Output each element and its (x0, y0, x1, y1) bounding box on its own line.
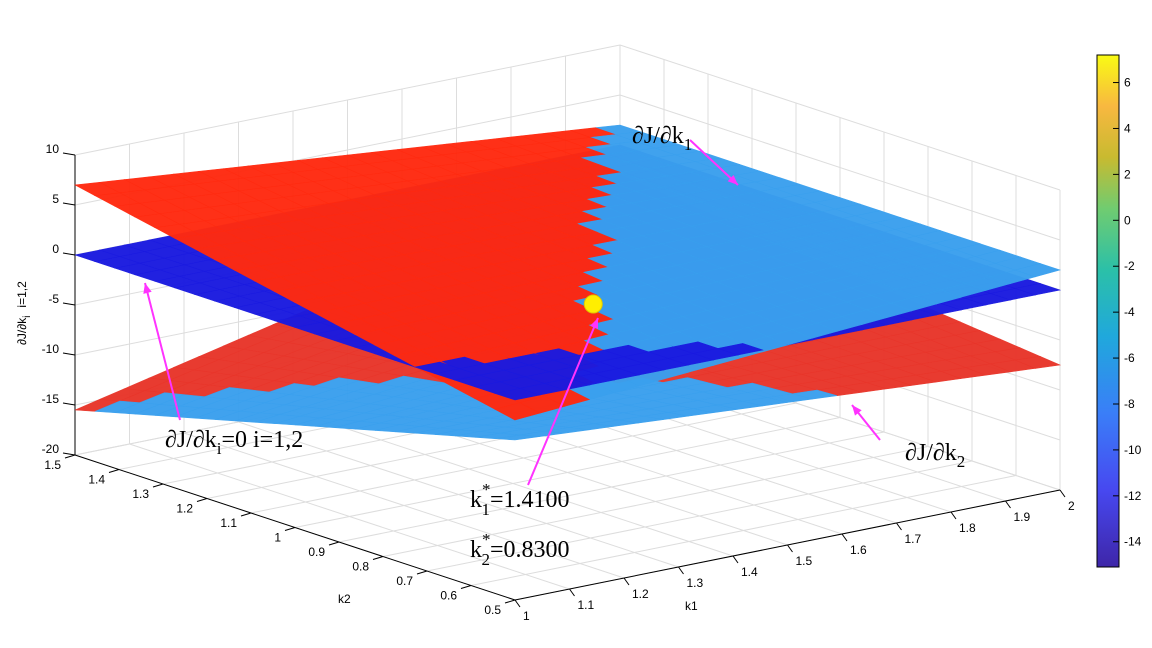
z-tick (62, 302, 76, 306)
y-tick (196, 498, 208, 502)
x-tick (787, 544, 793, 553)
x-tick (569, 588, 575, 597)
y-tick-label: 1.5 (44, 458, 61, 472)
x-tick (1059, 489, 1066, 498)
x-tick-label: 1.5 (796, 554, 813, 568)
y-tick (108, 469, 120, 473)
colorbar-tick-label: 4 (1124, 121, 1131, 135)
x-tick (678, 566, 684, 575)
x-tick-label: 1.2 (632, 587, 649, 601)
x-tick (514, 599, 521, 608)
y-tick-label: 1 (274, 531, 281, 545)
y-tick (504, 599, 516, 604)
x-tick (950, 511, 957, 520)
y-tick (460, 585, 472, 589)
annotation-arrows (143, 139, 881, 486)
colorbar (1096, 54, 1120, 568)
surface-dJdk1-patch (494, 402, 541, 421)
y-tick-label: 1.3 (132, 487, 149, 501)
x-tick (841, 533, 848, 542)
x-tick (896, 522, 902, 531)
surface-zero-plane-patch (493, 388, 541, 401)
z-tick-label: 5 (52, 192, 59, 206)
colorbar-tick-label: -12 (1124, 489, 1142, 503)
y-tick-label: 1.4 (88, 473, 105, 487)
x-tick-label: 1 (523, 609, 530, 623)
x-tick-label: 1.6 (850, 543, 867, 557)
annotation-dJdk2: ∂J/∂k2 (905, 440, 965, 471)
colorbar-tick-label: -10 (1124, 443, 1142, 457)
arrow-line (689, 139, 739, 186)
colorbar-ticks: -14 -12 -10 -8 -6 -4 -2 0 2 4 6 (1113, 76, 1142, 549)
y-tick-label: 0.8 (352, 560, 369, 574)
colorbar-tick-label: -14 (1124, 535, 1142, 549)
y-tick-label: 0.6 (440, 589, 457, 603)
x-tick-label: 1.8 (959, 521, 976, 535)
y-tick-label: 1.1 (220, 516, 237, 530)
surface-dJdk2-patch (494, 434, 540, 441)
y-tick-label: 1.2 (176, 502, 193, 516)
grid-line (294, 417, 841, 528)
colorbar-tick-label: -4 (1124, 305, 1135, 319)
y-tick (328, 541, 340, 546)
grid-line (619, 44, 1061, 191)
x-tick-label: 1.7 (905, 532, 922, 546)
colorbar-tick-label: -2 (1124, 259, 1135, 273)
axis-ticks: -20 -15 -10 -5 0 5 10 1 1.1 1.2 1.3 1.4 1.5 1.6 1.7 1.8… (42, 142, 1075, 623)
z-tick-label: 0 (52, 242, 59, 256)
y-tick (240, 512, 252, 517)
z-tick (62, 452, 76, 456)
x-tick-label: 2 (1068, 499, 1075, 513)
arrow-line (527, 317, 599, 486)
z-tick (62, 202, 76, 206)
colorbar-tick-label: 6 (1124, 76, 1131, 90)
z-tick-label: -5 (48, 292, 59, 306)
annotation-zero: ∂J/∂ki=0 i=1,2 (165, 427, 303, 458)
arrow-head (727, 174, 738, 185)
y-tick (284, 527, 296, 531)
x-tick-label: 1.3 (687, 576, 704, 590)
y-tick-label: 0.9 (308, 545, 325, 559)
grid-line (74, 44, 621, 156)
z-tick (62, 402, 76, 406)
z-tick-label: -10 (42, 342, 60, 356)
x-tick-label: 1.1 (578, 598, 595, 612)
annotation-k1-star: k* 1=1.4100 (470, 480, 570, 519)
arrow-head (590, 318, 599, 329)
y-tick-label: 0.7 (396, 574, 413, 588)
colorbar-tick-label: -8 (1124, 397, 1135, 411)
x-tick (1005, 500, 1011, 509)
annotation-dJdk1: ∂J/∂k1 (632, 123, 692, 154)
grid-line (250, 402, 797, 514)
z-tick (62, 152, 76, 156)
x-tick (732, 555, 739, 564)
grid-line (619, 94, 1061, 241)
annotation-k2-star: k* 2=0.8300 (470, 530, 570, 569)
x-axis-label: k1 (685, 599, 698, 613)
x-tick-label: 1.9 (1014, 510, 1031, 524)
x-tick-label: 1.4 (741, 565, 758, 579)
z-tick (62, 352, 76, 356)
optimum-point (583, 294, 603, 314)
z-axis-label: ∂J/∂kii=1,2 (15, 281, 33, 345)
y-tick-label: 0.5 (484, 603, 501, 617)
y-axis-label: k2 (338, 592, 351, 606)
arrow-head (852, 405, 862, 416)
z-tick (62, 252, 76, 256)
colorbar-tick-label: 0 (1124, 213, 1131, 227)
z-tick-label: 10 (46, 142, 60, 156)
y-tick (152, 483, 164, 488)
y-tick (372, 556, 384, 560)
arrow-line (144, 282, 181, 421)
y-tick (416, 570, 428, 575)
colorbar-tick-label: -6 (1124, 351, 1135, 365)
colorbar-tick-label: 2 (1124, 167, 1131, 181)
arrow-head (143, 283, 152, 294)
z-tick-label: -15 (42, 392, 60, 406)
x-tick (623, 577, 630, 586)
y-tick (64, 454, 76, 459)
z-tick-label: -20 (42, 442, 60, 456)
surfaces (73, 124, 1062, 441)
